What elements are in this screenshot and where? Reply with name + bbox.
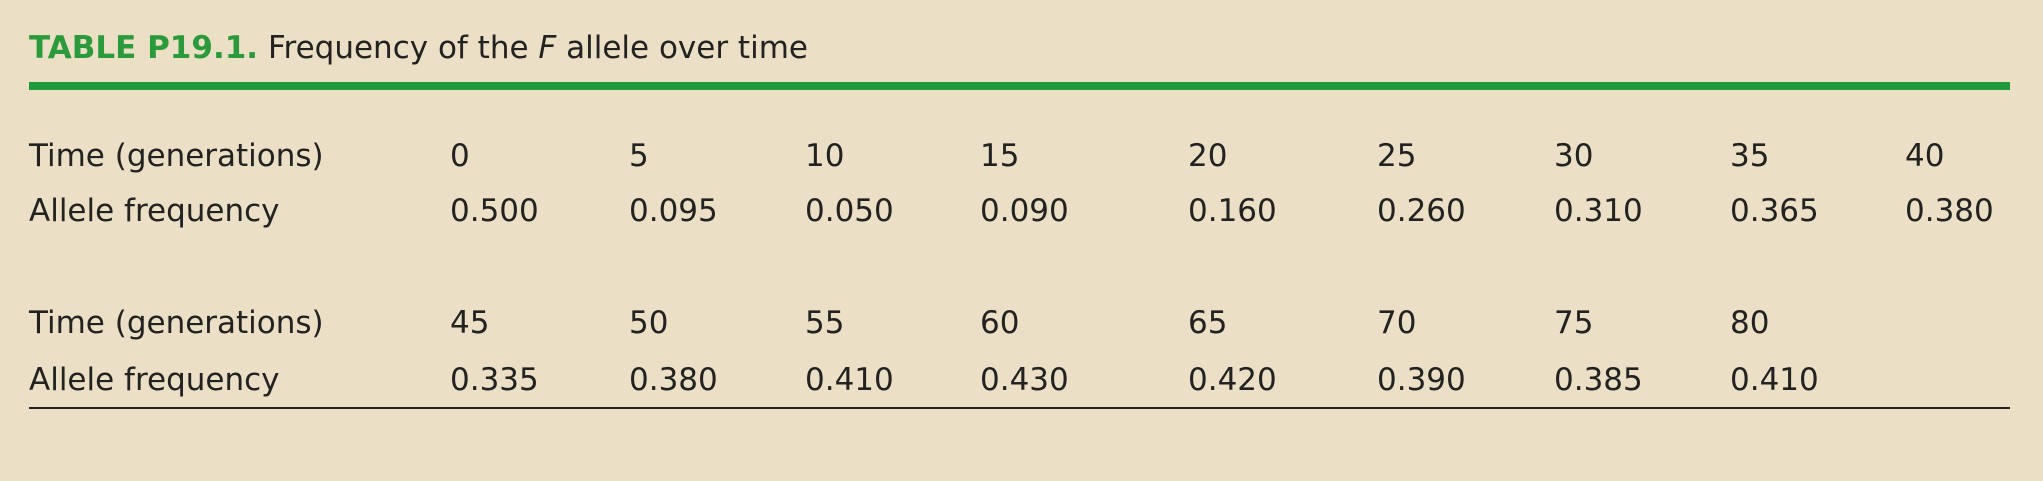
table-cell: 5 [629,138,649,174]
table-cell: 25 [1377,138,1417,174]
bottom-rule [29,407,2010,409]
table-cell: 55 [805,305,845,341]
title-text: Frequency of the [267,30,539,66]
table-cell: 60 [980,305,1020,341]
title-italic: F [538,30,557,66]
header-rule [29,82,2010,90]
table-cell: 20 [1188,138,1228,174]
table-cell: 0 [450,138,470,174]
title-text: allele over time [556,30,808,66]
table-cell: 0.410 [805,362,894,398]
table-cell: 0.380 [1905,193,1994,229]
table-title: TABLE P19.1. Frequency of the F allele o… [29,30,808,66]
table-cell: 0.420 [1188,362,1277,398]
table-cell: 0.380 [629,362,718,398]
table-cell: 35 [1730,138,1770,174]
table-cell: 0.500 [450,193,539,229]
table-cell: 40 [1905,138,1945,174]
table-cell: 0.335 [450,362,539,398]
table-cell: 70 [1377,305,1417,341]
table-cell: 0.050 [805,193,894,229]
table-cell: 0.160 [1188,193,1277,229]
table-cell: 0.390 [1377,362,1466,398]
table-cell: 0.410 [1730,362,1819,398]
table-cell: 50 [629,305,669,341]
table-cell: 15 [980,138,1020,174]
row-header: Allele frequency [29,193,280,229]
row-header: Time (generations) [29,138,324,174]
table-cell: 45 [450,305,490,341]
table-cell: 10 [805,138,845,174]
table-cell: 0.430 [980,362,1069,398]
table-cell: 30 [1554,138,1594,174]
table-label: TABLE P19.1. [29,30,259,66]
row-header: Allele frequency [29,362,280,398]
table-cell: 65 [1188,305,1228,341]
table-cell: 0.385 [1554,362,1643,398]
table-cell: 75 [1554,305,1594,341]
table-cell: 0.365 [1730,193,1819,229]
table-cell: 0.260 [1377,193,1466,229]
table-cell: 0.090 [980,193,1069,229]
table-cell: 80 [1730,305,1770,341]
table-cell: 0.310 [1554,193,1643,229]
row-header: Time (generations) [29,305,324,341]
table-cell: 0.095 [629,193,718,229]
